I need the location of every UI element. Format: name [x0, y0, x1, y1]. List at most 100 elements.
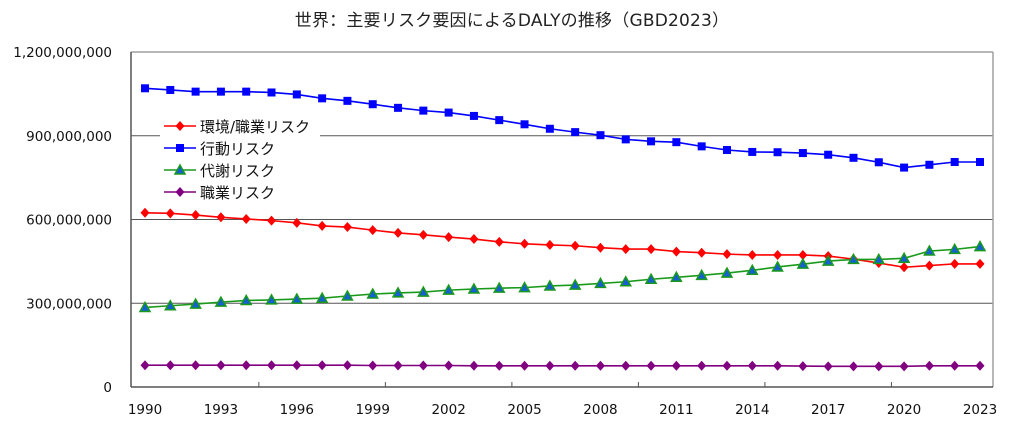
legend-item: 代謝リスク — [164, 159, 310, 181]
data-point — [368, 100, 377, 109]
data-point — [543, 279, 557, 291]
series-line-2 — [144, 245, 981, 309]
data-point — [166, 85, 175, 94]
data-point — [824, 150, 833, 159]
data-point — [492, 281, 506, 293]
y-tick-label: 900,000,000 — [26, 129, 112, 145]
data-point — [621, 244, 631, 255]
data-point — [745, 263, 759, 276]
series-markers — [138, 84, 987, 372]
data-point — [849, 153, 858, 162]
data-point — [570, 240, 580, 251]
legend-swatch — [164, 121, 196, 131]
legend-label: 環境/職業リスク — [200, 117, 311, 136]
data-point — [722, 360, 732, 371]
x-tick-label: 2014 — [735, 402, 769, 418]
data-point — [697, 142, 706, 151]
data-point — [265, 293, 278, 305]
data-point — [216, 212, 226, 223]
data-point — [847, 252, 860, 265]
data-point — [570, 360, 580, 371]
data-point — [469, 360, 479, 371]
data-point — [722, 145, 731, 154]
data-point — [191, 87, 200, 96]
legend-marker — [173, 163, 187, 175]
data-point — [647, 137, 656, 146]
data-point — [773, 360, 783, 371]
data-point — [950, 258, 960, 269]
data-point — [900, 163, 909, 172]
data-point — [267, 88, 276, 97]
x-tick-label: 2023 — [963, 402, 997, 418]
data-point — [848, 361, 858, 372]
legend-item: 行動リスク — [164, 137, 310, 159]
data-point — [469, 234, 479, 245]
data-point — [444, 232, 454, 243]
data-point — [520, 120, 529, 129]
legend-marker — [176, 144, 184, 152]
data-point — [697, 247, 707, 258]
x-tick-label: 1993 — [204, 402, 238, 418]
y-tick-label: 600,000,000 — [26, 213, 112, 229]
data-point — [976, 157, 984, 166]
legend: 環境/職業リスク 行動リスク代謝リスク 職業リスク — [160, 113, 321, 205]
data-point — [644, 272, 658, 284]
x-tick-label: 2005 — [507, 402, 541, 418]
legend-swatch — [164, 163, 196, 175]
data-point — [317, 220, 327, 231]
data-point — [494, 236, 504, 247]
data-point — [520, 360, 530, 371]
data-point — [748, 147, 757, 156]
data-point — [545, 124, 554, 133]
data-point — [975, 360, 985, 371]
data-point — [419, 106, 428, 115]
data-point — [342, 222, 352, 233]
data-point — [594, 276, 607, 289]
data-point — [216, 87, 225, 96]
y-tick-label: 300,000,000 — [26, 296, 112, 312]
data-point — [596, 131, 605, 140]
legend-item: 職業リスク — [164, 181, 310, 203]
data-point — [923, 244, 936, 256]
data-point — [720, 266, 734, 278]
data-point — [342, 360, 352, 371]
x-tick-label: 1999 — [356, 402, 390, 418]
data-point — [925, 160, 934, 169]
data-point — [292, 217, 302, 228]
data-point — [241, 213, 251, 224]
legend-label: 代謝リスク — [200, 161, 276, 180]
data-point — [545, 360, 555, 371]
data-point — [191, 360, 201, 371]
data-point — [975, 258, 985, 269]
data-point — [646, 244, 656, 255]
data-point — [796, 257, 810, 269]
data-point — [646, 360, 656, 371]
data-point — [773, 249, 783, 260]
x-tick-label: 2020 — [887, 402, 921, 418]
data-point — [189, 297, 202, 309]
x-tick-label: 2002 — [431, 402, 465, 418]
data-point — [899, 361, 909, 372]
data-point — [141, 84, 149, 93]
series-lines — [144, 87, 981, 368]
data-point — [671, 246, 681, 257]
data-point — [214, 295, 228, 307]
data-point — [874, 158, 883, 167]
data-point — [670, 270, 683, 283]
data-point — [393, 360, 403, 371]
legend-marker — [175, 187, 185, 197]
data-point — [165, 208, 175, 219]
data-point — [518, 281, 531, 293]
data-point — [798, 249, 808, 260]
data-point — [140, 207, 150, 218]
data-point — [394, 103, 403, 112]
data-point — [619, 275, 633, 287]
data-point — [950, 360, 960, 371]
data-point — [368, 360, 378, 371]
data-point — [671, 360, 681, 371]
x-tick-label: 2008 — [583, 402, 617, 418]
data-point — [821, 254, 835, 266]
data-point — [823, 361, 833, 372]
data-point — [164, 299, 177, 311]
data-point — [444, 108, 453, 117]
